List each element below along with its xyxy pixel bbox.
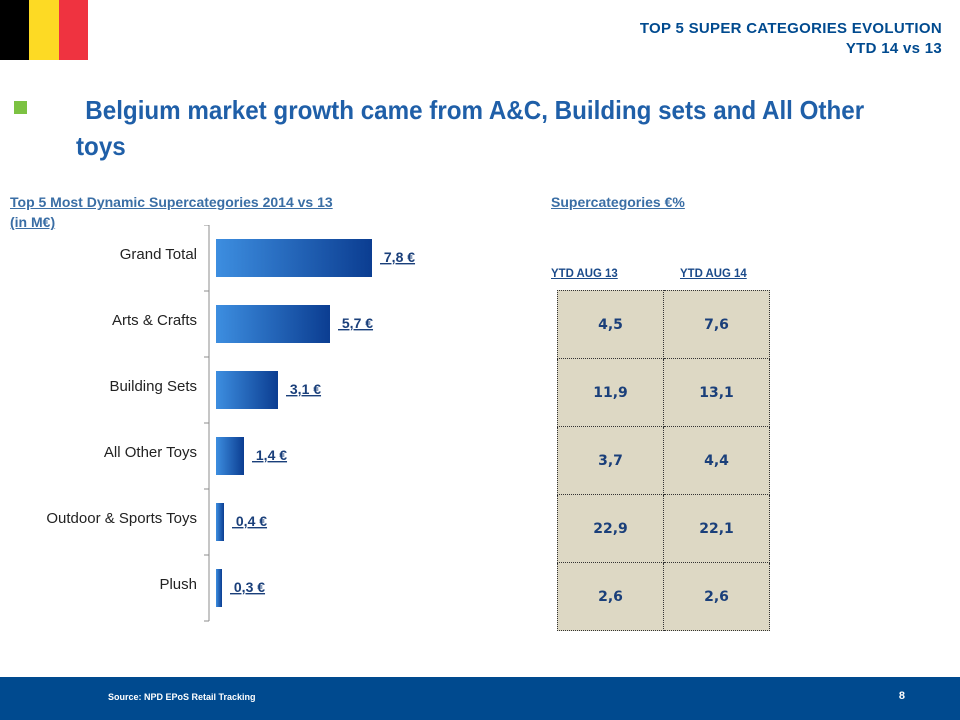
bar: [216, 437, 244, 475]
category-label: Plush: [159, 576, 197, 593]
column-header-ytd-aug-13: YTD AUG 13: [551, 266, 618, 280]
table-cell: 2,6: [663, 562, 770, 631]
table-row: 11,9 13,1: [557, 358, 770, 427]
bar: [216, 569, 222, 607]
slide-headline: Belgium market growth came from A&C, Bui…: [76, 95, 865, 161]
bar: [216, 371, 278, 409]
category-label: Grand Total: [120, 246, 197, 263]
table-cell: 4,4: [663, 426, 770, 495]
category-label: Building Sets: [109, 378, 197, 395]
data-label: 5,7 €: [338, 315, 373, 331]
header-line-1: TOP 5 SUPER CATEGORIES EVOLUTION: [639, 20, 942, 37]
data-label: 0,4 €: [232, 513, 267, 529]
table-row: 4,5 7,6: [557, 290, 770, 359]
table-cell: 4,5: [557, 290, 664, 359]
bar: [216, 305, 330, 343]
category-label: All Other Toys: [104, 444, 197, 461]
data-label: 0,3 €: [230, 579, 265, 595]
category-label: Outdoor & Sports Toys: [46, 510, 197, 527]
table-cell: 22,1: [663, 494, 770, 563]
table-row: 3,7 4,4: [557, 426, 770, 495]
table-cell: 3,7: [557, 426, 664, 495]
page-number: 8: [898, 690, 905, 702]
flag-stripe-black: [0, 0, 30, 60]
footer-bar: Source: NPD EPoS Retail Tracking 8: [0, 677, 960, 720]
table-row: 22,9 22,1: [557, 494, 770, 563]
data-label: 7,8 €: [380, 249, 415, 265]
table-title: Supercategories €%: [551, 194, 685, 210]
chart-title-line-2: (in M€): [10, 214, 56, 230]
bullet-square-icon: [14, 101, 27, 114]
bar: [216, 503, 224, 541]
chart-title: Top 5 Most Dynamic Supercategories 2014 …: [10, 192, 333, 232]
table-cell: 2,6: [557, 562, 664, 631]
table-cell: 22,9: [557, 494, 664, 563]
flag-stripe-red: [58, 0, 88, 60]
data-label: 3,1 €: [286, 381, 321, 397]
belgium-flag: [0, 0, 88, 60]
table-cell: 13,1: [663, 358, 770, 427]
supercategories-percent-table: 4,5 7,6 11,9 13,1 3,7 4,4 22,9 22,1 2,6 2,6: [557, 290, 770, 631]
chart-title-line-1: Top 5 Most Dynamic Supercategories 2014 …: [10, 194, 333, 210]
table-row: 2,6 2,6: [557, 562, 770, 631]
slide-header: TOP 5 SUPER CATEGORIES EVOLUTION YTD 14 …: [640, 19, 942, 59]
header-line-2: YTD 14 vs 13: [845, 40, 942, 57]
column-header-ytd-aug-14: YTD AUG 14: [680, 266, 747, 280]
table-cell: 7,6: [663, 290, 770, 359]
bar-chart: Grand Total 7,8 € Arts & Crafts 5,7 € Buil…: [46, 225, 415, 622]
source-note: Source: NPD EPoS Retail Tracking: [108, 692, 256, 702]
data-label: 1,4 €: [252, 447, 287, 463]
category-label: Arts & Crafts: [112, 312, 197, 329]
bar: [216, 239, 372, 277]
table-cell: 11,9: [557, 358, 664, 427]
flag-stripe-yellow: [29, 0, 59, 60]
